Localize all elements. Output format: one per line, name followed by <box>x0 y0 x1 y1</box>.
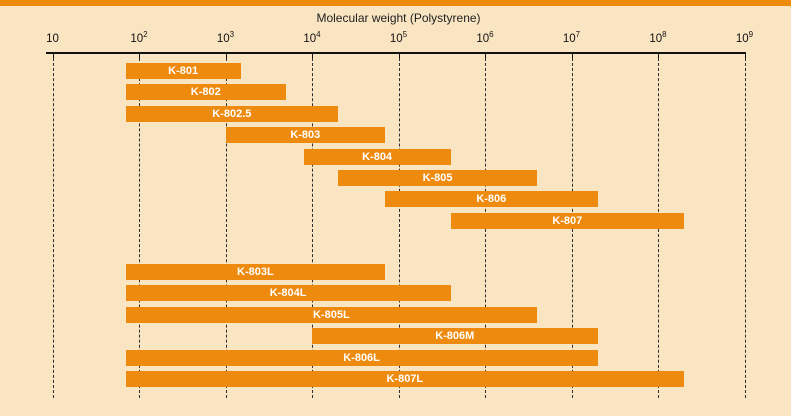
bar-label: K-804L <box>269 287 307 300</box>
axis-tick-mark <box>139 54 140 59</box>
gridline <box>744 58 746 398</box>
axis-tick-mark <box>312 54 313 59</box>
axis-tick-label: 108 <box>649 30 667 45</box>
axis-tick-label: 10 <box>46 33 59 45</box>
axis-tick-mark <box>571 54 573 59</box>
range-bar-k-805l: K-805L <box>125 306 538 323</box>
range-bar-k-806: K-806 <box>385 191 598 208</box>
bar-label: K-807L <box>386 373 424 385</box>
bar-label: K-804 <box>362 150 393 163</box>
gridline <box>312 58 313 398</box>
axis-tick-label: 107 <box>562 30 581 45</box>
bar-label: K-805L <box>312 308 350 321</box>
range-bar-k-801: K-801 <box>125 63 241 79</box>
range-bar-k-802: K-802 <box>125 84 286 101</box>
range-bar-k-806m: K-806M <box>312 328 598 345</box>
axis-tick-label: 106 <box>476 30 494 45</box>
range-bar-k-804: K-804 <box>303 148 451 165</box>
axis-tick-mark <box>658 54 659 59</box>
axis-tick-mark <box>225 54 227 59</box>
range-bar-k-806l: K-806L <box>125 349 598 366</box>
range-bar-k-805: K-805 <box>338 170 538 186</box>
axis-tick-mark <box>744 54 746 59</box>
gridline <box>225 58 227 398</box>
axis-tick-mark <box>398 54 400 59</box>
axis-tick-label: 109 <box>735 30 754 45</box>
bar-label: K-803L <box>237 266 274 278</box>
axis-tick-label: 105 <box>389 30 408 45</box>
gridline <box>398 58 400 398</box>
range-bar-k-807l: K-807L <box>125 371 685 387</box>
axis-tick-label: 104 <box>303 30 321 45</box>
range-bar-k-803l: K-803L <box>125 264 386 280</box>
bar-label: K-803 <box>290 129 321 142</box>
axis-tick-label: 103 <box>216 30 235 45</box>
bar-label: K-801 <box>168 65 199 77</box>
top-border-bar <box>0 0 791 6</box>
bar-label: K-802 <box>190 86 221 99</box>
gridline <box>139 58 140 398</box>
axis-tick-mark <box>52 54 54 59</box>
bar-label: K-806 <box>476 193 507 206</box>
range-bar-k-807: K-807 <box>450 212 685 229</box>
range-bar-k-802.5: K-802.5 <box>125 105 339 122</box>
bar-label: K-807 <box>552 214 583 227</box>
range-bar-k-803: K-803 <box>225 127 386 144</box>
bar-label: K-805 <box>422 172 453 184</box>
range-bar-k-804l: K-804L <box>125 285 451 302</box>
axis-title: Molecular weight (Polystyrene) <box>316 11 481 25</box>
bar-label: K-802.5 <box>212 107 252 120</box>
axis-tick-mark <box>485 54 486 59</box>
axis-tick-label: 102 <box>130 30 148 45</box>
gridline <box>52 58 54 398</box>
bar-label: K-806M <box>435 330 475 343</box>
x-axis-line <box>46 52 746 54</box>
bar-label: K-806L <box>343 351 380 364</box>
